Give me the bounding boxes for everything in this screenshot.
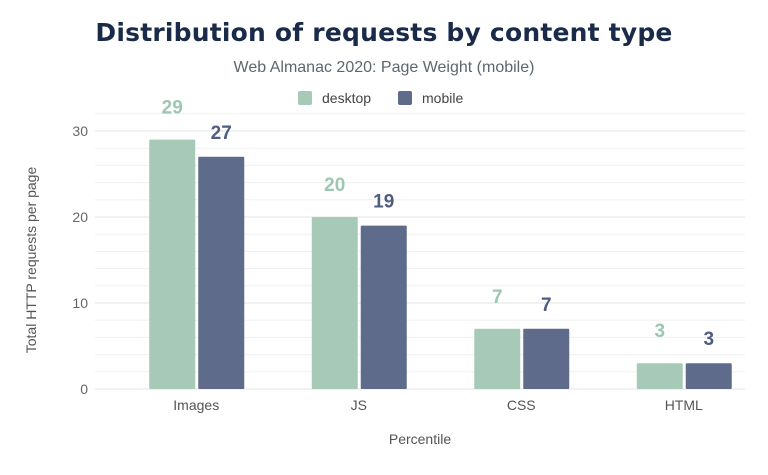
data-label-mobile: 7 — [541, 295, 552, 316]
legend-label-mobile: mobile — [422, 90, 464, 106]
chart-subtitle: Web Almanac 2020: Page Weight (mobile) — [233, 59, 535, 76]
y-axis-label: Total HTTP requests per page — [23, 167, 39, 354]
data-label-mobile: 19 — [373, 192, 394, 213]
y-tick-label: 30 — [72, 123, 88, 139]
data-label-desktop: 20 — [324, 175, 345, 196]
legend-swatch-mobile — [398, 91, 412, 105]
bar-mobile — [685, 363, 732, 389]
legend-item-desktop[interactable]: desktop — [298, 90, 371, 106]
data-label-desktop: 29 — [162, 98, 183, 119]
bar-desktop — [311, 217, 358, 389]
data-label-mobile: 3 — [703, 329, 714, 350]
bar-mobile — [198, 156, 245, 389]
y-tick-label: 10 — [72, 295, 88, 311]
data-label-desktop: 3 — [654, 321, 665, 342]
y-tick-label: 0 — [80, 381, 88, 397]
bar-desktop — [636, 363, 683, 389]
legend-swatch-desktop — [298, 91, 312, 105]
x-axis-label: Percentile — [389, 431, 451, 447]
x-tick-label: HTML — [665, 397, 703, 413]
bar-desktop — [149, 139, 196, 389]
bar-mobile — [523, 328, 570, 389]
x-tick-label: Images — [173, 397, 219, 413]
y-tick-label: 20 — [72, 209, 88, 225]
legend-label-desktop: desktop — [322, 90, 372, 106]
data-label-mobile: 27 — [211, 123, 232, 144]
x-tick-label: JS — [351, 397, 367, 413]
x-tick-label: CSS — [507, 397, 536, 413]
bar-desktop — [474, 328, 521, 389]
legend-item-mobile[interactable]: mobile — [398, 90, 463, 106]
bar-mobile — [360, 225, 407, 389]
data-label-desktop: 7 — [492, 287, 503, 308]
chart-title: Distribution of requests by content type — [95, 18, 673, 47]
